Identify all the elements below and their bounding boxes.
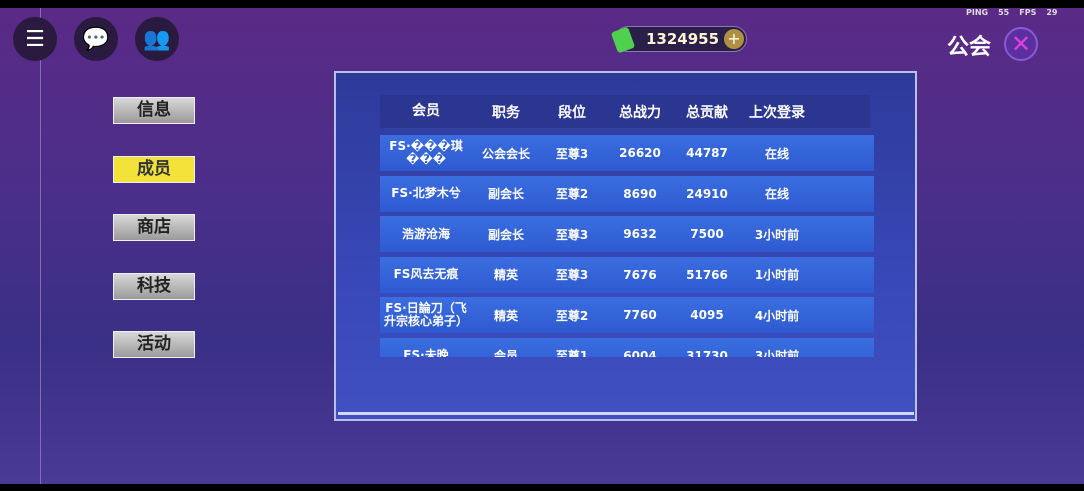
table-cell: FS·日論刀（飞升宗核心弟子） xyxy=(383,301,468,328)
table-row[interactable]: 浩游沧海 副会长 至尊3 9632 7500 3小时前 xyxy=(380,216,874,252)
members-list[interactable]: FS·���琪��� 公会会长 至尊3 26620 44787 在线 FS·北梦木兮 副会长至… xyxy=(380,135,874,357)
tab-shop[interactable]: 商店 xyxy=(113,214,195,241)
table-cell: 浩游沧海 xyxy=(401,226,450,241)
column-header: 总战力 xyxy=(619,104,661,121)
friends-icon: 👥 xyxy=(143,26,171,52)
table-row[interactable]: FS·未晚 会员 至尊1 6004 31730 3小时前 xyxy=(380,337,874,358)
close-button[interactable]: ✕ xyxy=(1004,27,1038,61)
table-row[interactable]: FS·北梦木兮 副会长 至尊2 8690 24910 在线 xyxy=(380,175,874,212)
table-cell: 44787 xyxy=(686,146,728,160)
table-cell: 在线 xyxy=(764,187,789,201)
tab-info[interactable]: 信息 xyxy=(113,97,195,124)
fps-value: 29 xyxy=(1046,8,1058,17)
members-panel: 会员 职务 段位 总战力 总贡献 上次登录 FS·���琪��� 公会会长 至尊3 26620 4… xyxy=(334,71,917,421)
table-cell: 3小时前 xyxy=(754,227,800,242)
table-cell: 9632 xyxy=(623,227,657,241)
close-icon: ✕ xyxy=(1010,30,1032,58)
ping-label: PING xyxy=(966,8,989,17)
column-header: 段位 xyxy=(558,104,586,121)
table-cell: 在线 xyxy=(764,146,789,161)
table-cell: FS风去无痕 xyxy=(393,267,459,281)
table-cell: 公会会长 xyxy=(481,146,530,161)
tab-events[interactable]: 活动 xyxy=(113,331,195,358)
table-cell: 51766 xyxy=(686,267,728,282)
table-cell: 7676 xyxy=(623,267,657,282)
column-header: 职务 xyxy=(492,104,520,121)
table-cell: 31730 xyxy=(686,348,728,358)
table-row[interactable]: FS·日論刀（飞升宗核心弟子） 精英 至尊2 7760 4095 4小时前 xyxy=(380,297,874,333)
column-header: 总贡献 xyxy=(686,104,728,121)
table-cell: 至尊3 xyxy=(555,227,589,242)
table-cell: 24910 xyxy=(686,186,728,201)
friends-button[interactable]: 👥 xyxy=(135,17,179,61)
table-cell: 精英 xyxy=(493,308,518,323)
table-cell: 4095 xyxy=(690,308,724,322)
table-cell: 至尊2 xyxy=(555,308,589,323)
table-cell: FS·未晚 xyxy=(403,348,449,358)
divider xyxy=(40,8,41,484)
column-header: 会员 xyxy=(412,103,440,119)
chat-icon: 💬 xyxy=(82,26,110,52)
currency-value: 1324955 xyxy=(646,30,720,48)
currency-display: 1324955 + xyxy=(610,26,747,54)
tab-members[interactable]: 成员 xyxy=(113,156,195,183)
table-cell: FS·���琪��� xyxy=(389,139,463,166)
table-cell: 7760 xyxy=(623,308,657,322)
ping-value: 55 xyxy=(998,8,1010,17)
table-cell: 7500 xyxy=(690,227,724,241)
table-cell: 1小时前 xyxy=(754,268,800,282)
table-row[interactable]: FS·���琪��� 公会会长 至尊3 26620 44787 在线 xyxy=(380,135,874,171)
table-cell: 精英 xyxy=(493,268,518,282)
table-cell: 至尊3 xyxy=(555,268,589,282)
table-cell: 副会长 xyxy=(487,187,524,201)
table-cell: 至尊2 xyxy=(555,187,589,201)
table-cell: 副会长 xyxy=(487,227,524,242)
table-cell: FS·北梦木兮 xyxy=(391,186,461,200)
menu-button[interactable]: ☰ xyxy=(13,17,57,61)
add-currency-button[interactable]: + xyxy=(724,29,744,49)
column-header: 上次登录 xyxy=(749,104,805,121)
table-cell: 至尊3 xyxy=(555,146,589,161)
page-title: 公会 xyxy=(947,35,992,60)
table-cell: 4小时前 xyxy=(754,308,800,323)
table-cell: 8690 xyxy=(623,186,657,201)
perf-stats: PING 55 FPS 29 xyxy=(966,8,1067,17)
table-cell: 至尊1 xyxy=(555,349,589,357)
menu-icon: ☰ xyxy=(25,26,45,52)
table-cell: 3小时前 xyxy=(754,349,800,357)
fps-label: FPS xyxy=(1019,8,1037,17)
table-cell: 会员 xyxy=(493,349,518,357)
panel-bottom-bar xyxy=(338,412,914,415)
tab-tech[interactable]: 科技 xyxy=(113,273,195,300)
table-row[interactable]: FS风去无痕 精英 至尊3 7676 51766 1小时前 xyxy=(380,256,874,293)
chat-button[interactable]: 💬 xyxy=(74,17,118,61)
table-cell: 26620 xyxy=(619,146,661,160)
table-header: 会员 职务 段位 总战力 总贡献 上次登录 xyxy=(380,95,870,128)
table-cell: 6004 xyxy=(623,348,657,358)
